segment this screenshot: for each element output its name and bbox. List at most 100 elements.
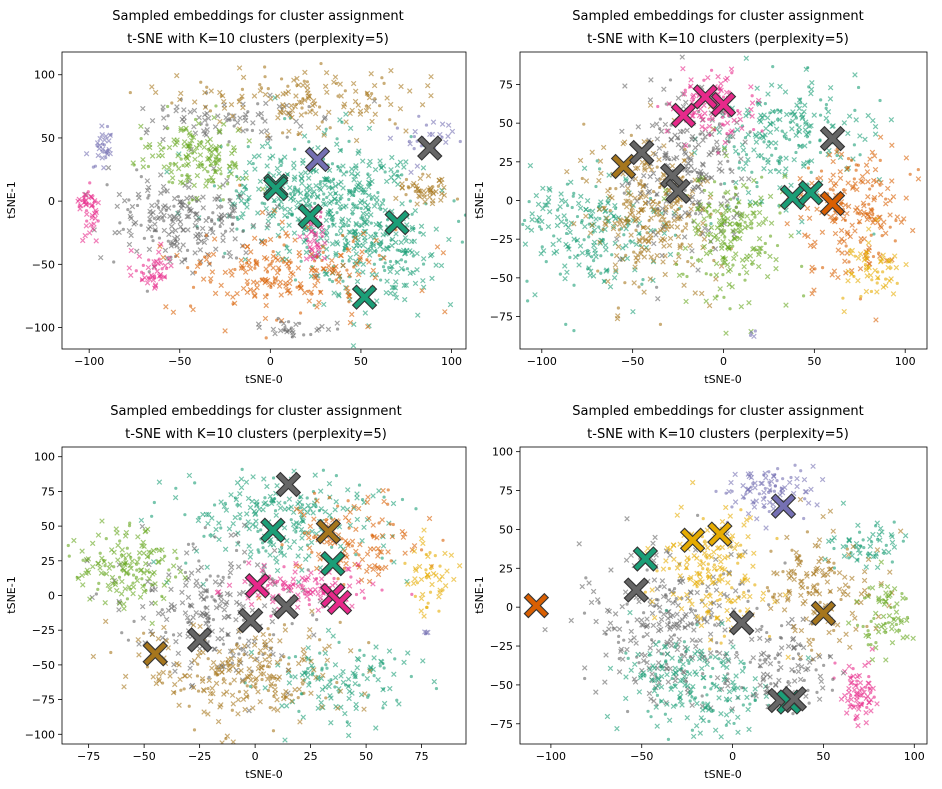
point-teal	[332, 662, 339, 668]
point-gray	[187, 109, 193, 115]
point-brown	[274, 697, 280, 703]
point-teal	[587, 213, 594, 219]
point-orange	[858, 240, 863, 244]
point-teal	[771, 65, 775, 69]
point-teal	[362, 219, 369, 226]
point-gray	[205, 595, 209, 599]
point-green	[187, 141, 193, 147]
point-teal	[613, 206, 618, 211]
point-brown	[621, 139, 628, 145]
point-teal	[558, 197, 565, 204]
point-teal	[205, 520, 211, 527]
point-teal	[327, 224, 331, 229]
point-pink	[318, 576, 325, 582]
point-teal	[808, 130, 812, 134]
point-gray	[719, 182, 723, 186]
point-gray	[678, 214, 684, 220]
point-brown	[236, 65, 243, 71]
point-brown	[668, 223, 675, 230]
point-orange	[186, 266, 190, 270]
point-orange	[883, 201, 889, 207]
point-brown	[196, 662, 200, 666]
point-pink	[728, 66, 735, 72]
point-green	[112, 581, 119, 588]
point-brown	[235, 644, 241, 651]
point-teal	[755, 153, 762, 159]
point-teal	[232, 514, 238, 521]
point-green	[161, 595, 167, 602]
point-teal	[303, 249, 310, 256]
point-pink	[89, 215, 95, 221]
point-teal	[291, 165, 297, 171]
point-green	[750, 226, 754, 230]
point-teal	[256, 153, 262, 159]
point-teal	[606, 172, 612, 178]
point-orange	[856, 163, 860, 167]
point-gray	[685, 622, 691, 628]
point-orange	[263, 302, 269, 309]
point-green	[141, 550, 147, 556]
point-yellow	[436, 594, 442, 600]
point-green	[800, 264, 804, 269]
point-orange	[190, 306, 196, 313]
point-brown	[282, 623, 287, 627]
point-gray	[283, 325, 287, 329]
point-green	[147, 570, 151, 574]
point-orange	[377, 549, 383, 555]
point-orange	[877, 191, 884, 198]
point-teal	[246, 145, 250, 149]
point-brown	[292, 103, 298, 110]
point-teal	[271, 197, 277, 204]
point-green	[203, 183, 209, 189]
point-gray	[148, 628, 154, 635]
point-gray	[192, 212, 199, 218]
point-brown	[404, 177, 409, 182]
point-teal	[410, 212, 414, 216]
point-brown	[663, 203, 669, 210]
point-gray	[183, 550, 190, 556]
point-gray	[648, 77, 654, 83]
point-brown	[216, 673, 220, 677]
point-teal	[262, 685, 268, 691]
point-gray	[672, 132, 678, 138]
point-teal	[571, 194, 575, 198]
point-green	[758, 195, 764, 201]
point-gray	[622, 83, 628, 89]
point-orange	[849, 158, 854, 162]
point-gray	[227, 560, 234, 567]
point-teal	[803, 66, 810, 73]
point-pink	[294, 604, 301, 611]
point-gray	[234, 256, 239, 260]
point-purple	[107, 150, 113, 157]
point-teal	[852, 143, 856, 147]
point-gray	[586, 580, 592, 586]
point-brown	[623, 198, 629, 205]
point-gray	[152, 221, 158, 227]
point-teal	[878, 98, 882, 103]
point-teal	[305, 670, 311, 676]
point-gray	[232, 118, 236, 122]
point-teal	[309, 191, 316, 198]
point-brown	[701, 236, 708, 242]
point-gray	[224, 177, 230, 184]
point-brown	[288, 102, 295, 109]
point-teal	[361, 235, 368, 241]
point-gray	[647, 645, 654, 651]
point-gray	[171, 195, 178, 202]
point-teal	[394, 269, 400, 276]
point-orange	[345, 247, 352, 254]
point-teal	[256, 548, 260, 552]
point-gray	[262, 118, 268, 124]
point-orange	[224, 291, 231, 297]
point-orange	[888, 225, 892, 229]
point-teal	[330, 545, 334, 549]
point-green	[149, 620, 155, 627]
point-brown	[639, 179, 643, 183]
point-teal	[402, 235, 409, 241]
point-teal	[329, 214, 335, 221]
point-green	[200, 163, 205, 167]
point-orange	[311, 273, 318, 279]
point-brown	[102, 618, 109, 625]
point-yellow	[875, 274, 881, 281]
point-brown	[682, 225, 689, 231]
